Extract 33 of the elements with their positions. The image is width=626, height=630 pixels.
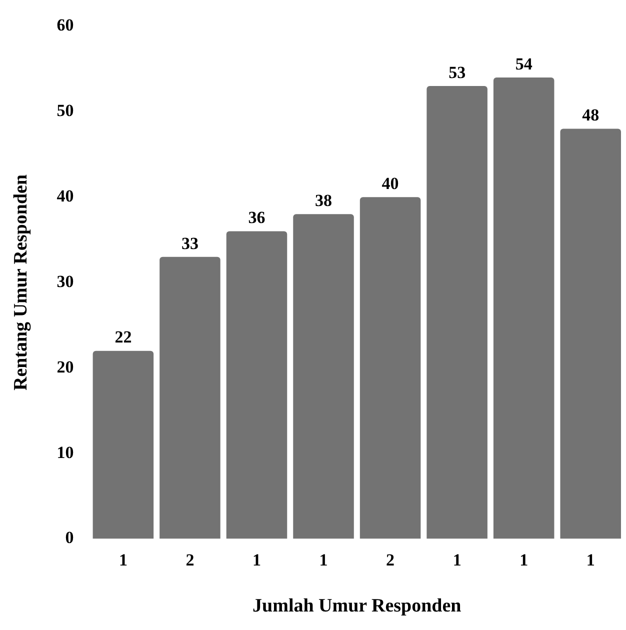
x-tick-label: 1 [252,550,261,570]
bar [360,197,421,539]
bar [92,350,154,539]
x-tick-label: 1 [520,550,528,570]
y-tick-label: 0 [65,528,74,548]
y-tick-label: 40 [56,186,74,206]
data-label: 48 [582,106,600,125]
bar [293,214,354,539]
x-tick-label: 2 [186,550,194,570]
y-axis-title: Rentang Umur Responden [10,174,32,391]
data-label: 33 [181,234,198,253]
data-label: 54 [515,54,533,74]
y-tick-label: 10 [56,442,74,462]
y-tick-label: 20 [56,357,74,376]
bar [493,77,554,539]
y-tick-label: 60 [56,16,74,35]
x-tick-label: 1 [586,550,595,570]
bar [226,231,288,539]
data-label: 40 [382,174,399,193]
x-tick-label: 1 [118,550,128,570]
x-tick-label: 1 [452,550,462,570]
y-tick-label: 50 [56,101,74,120]
data-label: 53 [448,62,466,82]
data-label: 36 [248,208,266,228]
data-label: 22 [114,328,132,347]
y-tick-label: 30 [56,272,74,291]
bar [560,128,621,539]
bar [426,86,488,539]
bar [160,256,220,539]
x-tick-label: 1 [319,550,328,570]
data-label: 38 [315,191,332,210]
x-tick-label: 2 [386,550,395,570]
x-axis-title: Jumlah Umur Responden [252,596,462,617]
